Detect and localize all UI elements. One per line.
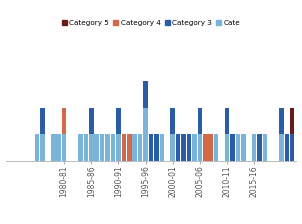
Bar	[122, 134, 126, 161]
Bar	[51, 134, 56, 161]
Bar	[176, 134, 180, 161]
Bar	[78, 134, 83, 161]
Bar	[192, 134, 197, 161]
Bar	[236, 134, 240, 161]
Bar	[127, 134, 131, 161]
Bar	[263, 134, 267, 161]
Bar	[133, 134, 137, 161]
Bar	[143, 81, 148, 108]
Bar	[62, 108, 66, 134]
Bar	[225, 108, 229, 134]
Bar	[35, 134, 39, 161]
Bar	[187, 134, 191, 161]
Bar	[181, 134, 186, 161]
Bar	[284, 134, 289, 161]
Bar	[89, 108, 94, 134]
Bar	[214, 134, 218, 161]
Bar	[160, 134, 164, 161]
Bar	[171, 134, 175, 161]
Bar	[198, 108, 202, 134]
Bar	[203, 134, 207, 161]
Bar	[208, 134, 213, 161]
Bar	[279, 108, 284, 134]
Bar	[111, 134, 115, 161]
Bar	[138, 134, 142, 161]
Bar	[230, 134, 235, 161]
Bar	[225, 134, 229, 161]
Bar	[62, 134, 66, 161]
Bar	[89, 134, 94, 161]
Bar	[171, 108, 175, 134]
Bar	[40, 108, 45, 134]
Bar	[252, 134, 256, 161]
Bar	[116, 108, 121, 134]
Bar	[290, 108, 294, 134]
Bar	[149, 134, 153, 161]
Legend: Category 5, Category 4, Category 3, Cate: Category 5, Category 4, Category 3, Cate	[59, 17, 243, 29]
Bar	[84, 134, 88, 161]
Bar	[154, 134, 159, 161]
Bar	[100, 134, 104, 161]
Bar	[198, 134, 202, 161]
Bar	[56, 134, 61, 161]
Bar	[257, 134, 262, 161]
Bar	[290, 134, 294, 161]
Bar	[105, 134, 110, 161]
Bar	[241, 134, 246, 161]
Bar	[143, 108, 148, 161]
Bar	[40, 134, 45, 161]
Bar	[95, 134, 99, 161]
Bar	[116, 134, 121, 161]
Bar	[279, 134, 284, 161]
